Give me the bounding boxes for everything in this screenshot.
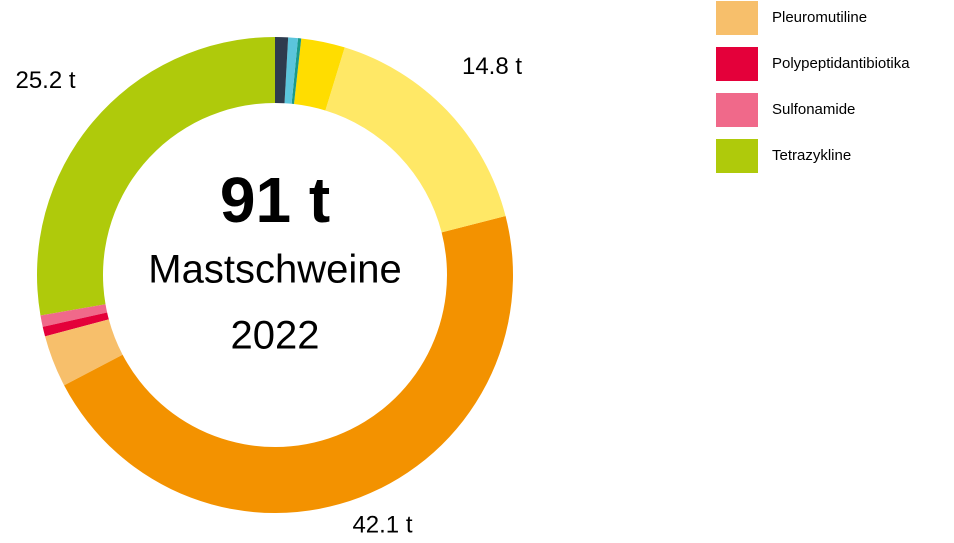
- legend-swatch: [716, 139, 758, 173]
- donut-segment: [42, 312, 109, 337]
- legend-swatch: [716, 93, 758, 127]
- donut-segment: [275, 37, 289, 104]
- donut-segment: [284, 37, 298, 104]
- value-label: 42.1 t: [352, 511, 412, 538]
- legend-label: Sulfonamide: [772, 101, 855, 118]
- center-year: 2022: [231, 314, 320, 358]
- donut-segment: [293, 38, 345, 111]
- value-label: 25.2 t: [15, 67, 75, 94]
- legend-label: Tetrazykline: [772, 147, 851, 164]
- legend-label: Polypeptidantibiotika: [772, 55, 910, 72]
- donut-segment: [325, 47, 506, 233]
- donut-segment: [36, 37, 275, 316]
- donut-segment: [40, 304, 108, 327]
- value-label: 14.8 t: [462, 53, 522, 80]
- legend-label: Pleuromutiline: [772, 9, 867, 26]
- donut-segment: [64, 215, 513, 513]
- center-value: 91 t: [220, 164, 330, 236]
- legend-swatch: [716, 47, 758, 81]
- center-title: Mastschweine: [148, 248, 401, 292]
- donut-segment: [45, 319, 123, 386]
- legend-swatch: [716, 1, 758, 35]
- donut-segment: [291, 38, 302, 105]
